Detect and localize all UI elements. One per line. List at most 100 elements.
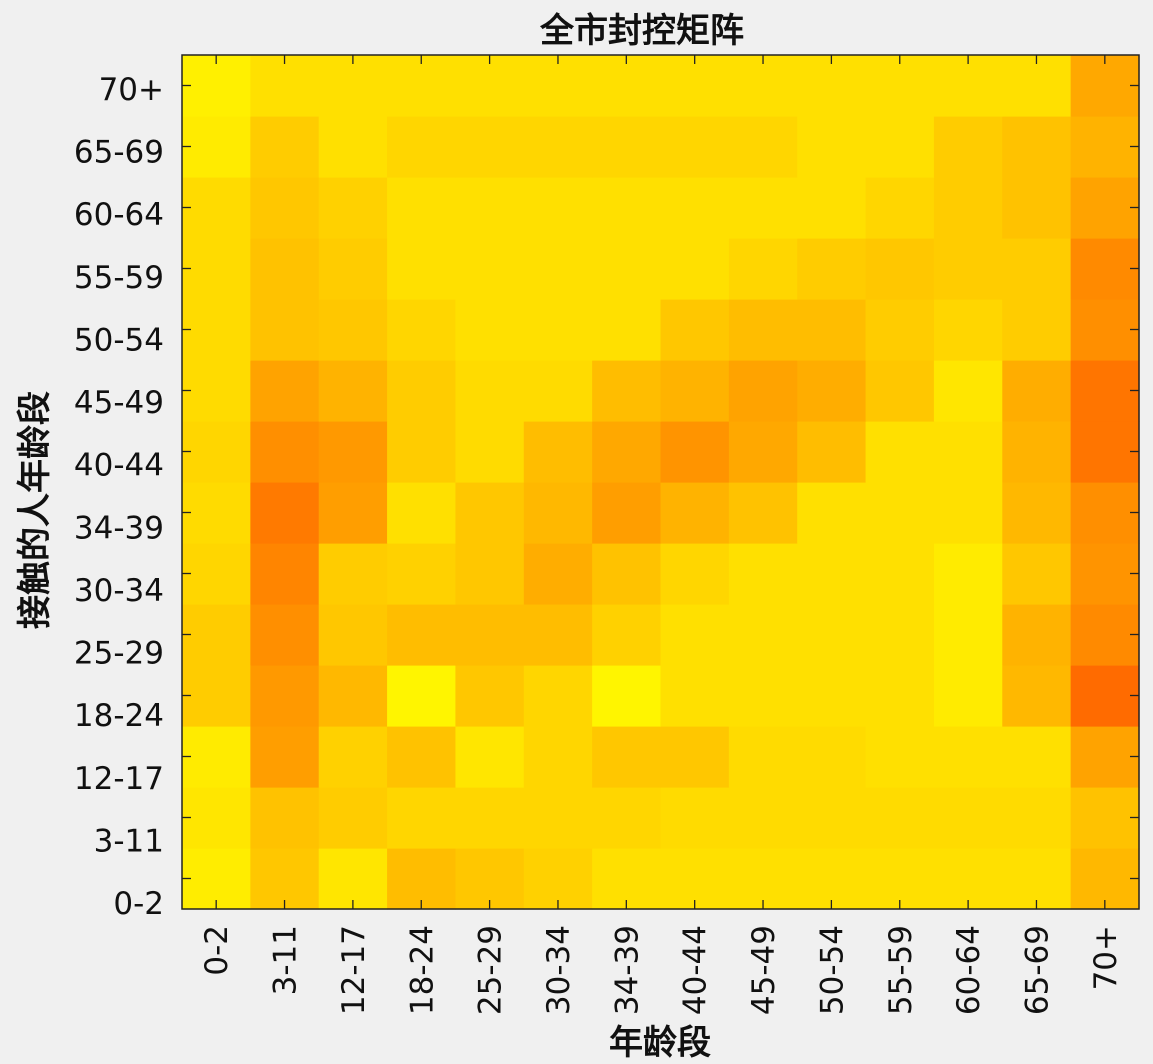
y-tick-label: 40-44 (74, 448, 164, 484)
heatmap-cell (250, 604, 320, 666)
heatmap-cell (592, 55, 662, 117)
x-tick-label: 65-69 (1019, 925, 1055, 1015)
heatmap-cell (523, 299, 593, 361)
heatmap-cell (933, 543, 1003, 605)
y-tick-label: 18-24 (74, 698, 164, 734)
heatmap-cell (797, 55, 867, 117)
heatmap-cell (728, 421, 798, 483)
heatmap-cell (1002, 55, 1072, 117)
heatmap-cell (455, 238, 525, 300)
heatmap-cell (797, 848, 867, 910)
heatmap-cell (182, 421, 251, 483)
heatmap-cell (865, 543, 935, 605)
heatmap-cell (455, 55, 525, 117)
heatmap-cell (455, 543, 525, 605)
heatmap-cell (318, 116, 388, 178)
heatmap-cell (865, 238, 935, 300)
heatmap-cell (318, 848, 388, 910)
heatmap-cell (1070, 299, 1140, 361)
heatmap-cell (387, 543, 457, 605)
heatmap-cell (250, 55, 320, 117)
heatmap-cell (1002, 482, 1072, 544)
heatmap-cell (318, 726, 388, 788)
x-tick-label: 12-17 (336, 925, 372, 1015)
heatmap-cell (1002, 421, 1072, 483)
heatmap-cell (250, 726, 320, 788)
heatmap-cell (387, 421, 457, 483)
heatmap-cell (523, 848, 593, 910)
heatmap-cell (660, 482, 730, 544)
heatmap-cell (933, 238, 1003, 300)
heatmap-cell (387, 177, 457, 239)
heatmap-cell (182, 787, 251, 849)
heatmap-cell (318, 787, 388, 849)
heatmap-cell (660, 787, 730, 849)
plot-frame (181, 54, 1140, 910)
heatmap-cell (660, 360, 730, 422)
heatmap-cell (933, 848, 1003, 910)
x-tick-labels: 0-2 3-11 12-17 18-24 25-29 30-34 34-39 40-44 45-… (199, 925, 1124, 1015)
heatmap-cell (182, 726, 251, 788)
heatmap-cell (933, 482, 1003, 544)
axis-ticks (182, 55, 1139, 909)
heatmap-cell (797, 787, 867, 849)
heatmap-cell (728, 848, 798, 910)
x-tick-label: 40-44 (678, 925, 714, 1015)
heatmap-cell (660, 55, 730, 117)
heatmap-cell (728, 543, 798, 605)
heatmap-cell (318, 543, 388, 605)
heatmap-cell (797, 665, 867, 727)
y-tick-labels: 0-2 3-11 12-17 18-24 25-29 30-34 34-39 40-44 45-… (74, 72, 164, 922)
heatmap-cell (865, 116, 935, 178)
heatmap-cell (387, 116, 457, 178)
chart-title: 全市封控矩阵 (539, 11, 744, 51)
heatmap-cell (797, 604, 867, 666)
heatmap-cell (318, 360, 388, 422)
heatmap-cell (865, 726, 935, 788)
heatmap-cell (797, 543, 867, 605)
heatmap-cell (387, 482, 457, 544)
heatmap-cell (182, 665, 251, 727)
heatmap-cell (250, 848, 320, 910)
heatmap-cell (455, 116, 525, 178)
y-tick-label: 25-29 (74, 636, 164, 672)
y-tick-label: 3-11 (94, 823, 164, 859)
heatmap-cell (1070, 726, 1140, 788)
heatmap-cell (865, 299, 935, 361)
heatmap-cell (1002, 848, 1072, 910)
heatmap-cell (455, 177, 525, 239)
heatmap-cell (797, 726, 867, 788)
heatmap-cell (660, 238, 730, 300)
heatmap-cell (523, 726, 593, 788)
heatmap-cell (865, 482, 935, 544)
heatmap-cell (728, 482, 798, 544)
heatmap-cell (933, 787, 1003, 849)
heatmap-cell (455, 787, 525, 849)
heatmap-cell (250, 116, 320, 178)
heatmap-cell (523, 238, 593, 300)
heatmap-cell (728, 299, 798, 361)
heatmap-cell (1070, 116, 1140, 178)
heatmap-cell (1002, 543, 1072, 605)
y-axis-label: 接触的人年龄段 (15, 391, 55, 629)
heatmap-cell (387, 55, 457, 117)
heatmap-cell (523, 482, 593, 544)
heatmap-cell (660, 543, 730, 605)
heatmap-cell (455, 604, 525, 666)
heatmap-cell (933, 665, 1003, 727)
heatmap-cell (592, 177, 662, 239)
heatmap-cell (523, 665, 593, 727)
heatmap-cell (660, 726, 730, 788)
heatmap-cell (182, 604, 251, 666)
heatmap-cell (455, 299, 525, 361)
heatmap-cell (933, 604, 1003, 666)
heatmap-cell (1070, 482, 1140, 544)
y-tick-label: 55-59 (74, 260, 164, 296)
heatmap-cell (865, 421, 935, 483)
heatmap-cell (865, 360, 935, 422)
heatmap-cell (523, 421, 593, 483)
heatmap-cell (728, 116, 798, 178)
heatmap-cell (728, 787, 798, 849)
heatmap-cell (660, 604, 730, 666)
heatmap-cell (592, 482, 662, 544)
